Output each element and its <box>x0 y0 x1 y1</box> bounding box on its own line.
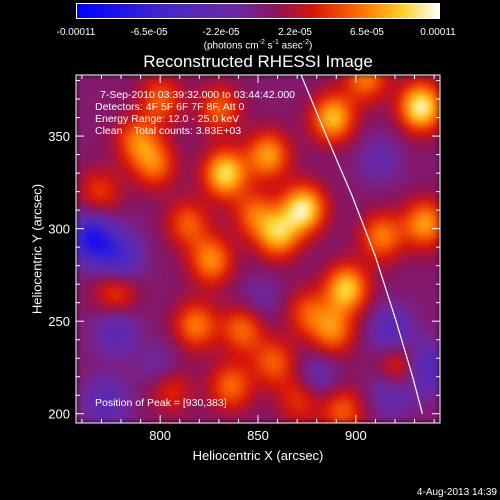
y-axis-tick-label: 200 <box>48 407 70 422</box>
x-axis-tick-label: 800 <box>149 428 171 443</box>
annotation-peak-position: Position of Peak = [930,383] <box>95 397 227 409</box>
x-axis-label: Heliocentric X (arcsec) <box>192 448 324 463</box>
colorbar-tick-label: 2.2e-05 <box>278 27 312 38</box>
footer-timestamp: 4-Aug-2013 14:39 <box>416 487 497 498</box>
x-axis-tick-label: 850 <box>247 428 269 443</box>
colorbar-tick-label: -0.00011 <box>56 27 96 38</box>
x-axis-tick-label: 900 <box>345 428 367 443</box>
chart-title: Reconstructed RHESSI Image <box>143 52 373 71</box>
annotation-time-range: 7-Sep-2010 03:39:32.000 to 03:44:42.000 <box>100 89 295 101</box>
solar-limb-path <box>300 75 423 414</box>
y-axis-tick-label: 250 <box>48 314 70 329</box>
colorbar-tick-label: -2.2e-05 <box>202 27 240 38</box>
annotation-detectors: Detectors: 4F 5F 6F 7F 8F, Att 0 <box>95 101 245 113</box>
annotation-energy-range: Energy Range: 12.0 - 25.0 keV <box>95 113 240 125</box>
y-axis-tick-label: 300 <box>48 222 70 237</box>
colorbar-tick-label: 0.00011 <box>420 27 456 38</box>
solar-limb-line <box>300 75 423 414</box>
colorbar <box>76 3 440 19</box>
colorbar-unit-label: (photons cm-2 s-1 asec-2) <box>203 39 313 52</box>
y-axis-tick-label: 350 <box>48 129 70 144</box>
y-axis-label: Heliocentric Y (arcsec) <box>29 183 45 315</box>
colorbar-tick-label: -6.5e-05 <box>130 27 168 38</box>
colorbar-tick-label: 6.5e-05 <box>350 27 384 38</box>
heatmap-image <box>76 75 440 423</box>
plot-area <box>76 75 440 423</box>
annotation-clean-counts: Clean Total counts: 3.83E+03 <box>95 125 242 137</box>
